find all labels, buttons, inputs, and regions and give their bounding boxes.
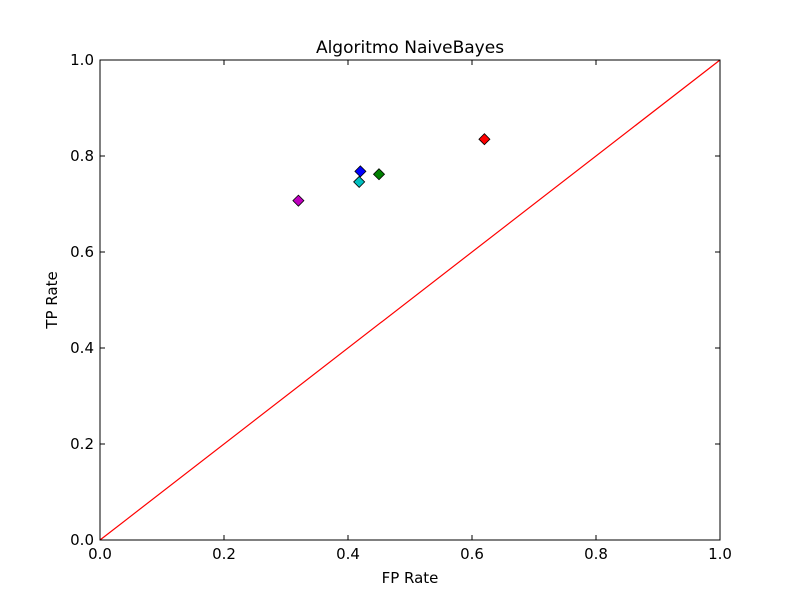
y-tick-label: 0.6 [70, 243, 94, 261]
y-tick-label: 0.0 [70, 531, 94, 549]
plot-frame [99, 59, 721, 541]
y-tick-label: 0.2 [70, 435, 94, 453]
data-point-5 [292, 194, 305, 207]
y-axis-label: TP Rate [43, 271, 61, 329]
points-layer [292, 133, 491, 207]
diagonal-reference-line [99, 59, 721, 541]
y-tick-label: 0.8 [70, 147, 94, 165]
x-axis-label: FP Rate [382, 569, 439, 587]
chart-title: Algoritmo NaiveBayes [316, 38, 504, 58]
y-tick-label: 0.4 [70, 339, 94, 357]
x-tick-label: 1.0 [708, 545, 732, 563]
x-tick-label: 0.6 [460, 545, 484, 563]
x-tick-label: 0.4 [336, 545, 360, 563]
data-point-1 [354, 165, 367, 178]
reference-line-layer [99, 59, 721, 541]
x-tick-label: 0.8 [584, 545, 608, 563]
x-tick-label: 0.0 [88, 545, 112, 563]
data-point-2 [372, 168, 386, 181]
ticks-layer: 0.0 0.2 0.4 0.6 0.8 1.0 0.0 0.2 0.4 0.6 0.8 1.0 [70, 51, 732, 563]
y-tick-label: 1.0 [70, 51, 94, 69]
data-point-3 [478, 133, 491, 146]
x-tick-label: 0.2 [212, 545, 236, 563]
data-point-4 [353, 175, 366, 188]
